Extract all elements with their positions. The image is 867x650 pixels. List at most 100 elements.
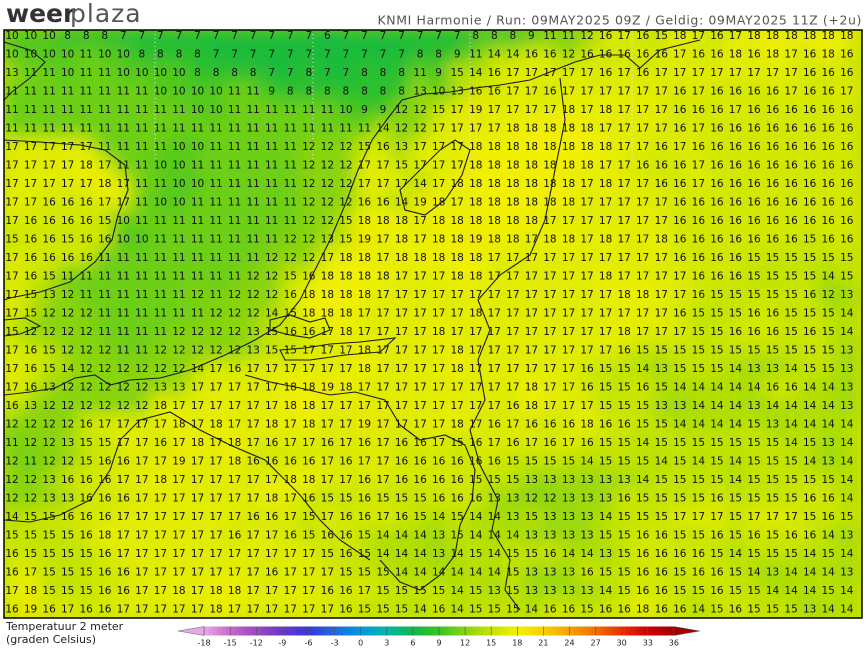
temperature-cell xyxy=(632,247,653,269)
temperature-value: 15 xyxy=(80,437,93,449)
temperature-cell xyxy=(650,192,672,213)
temperature-value: 11 xyxy=(154,215,167,227)
temperature-value: 17 xyxy=(599,123,612,135)
temperature-value: 12 xyxy=(302,178,315,190)
temperature-cell xyxy=(669,155,691,176)
temperature-value: 16 xyxy=(5,567,19,579)
temperature-value: 17 xyxy=(562,345,575,357)
temperature-cell xyxy=(317,62,338,84)
temperature-value: 13 xyxy=(543,474,556,486)
temperature-value: 18 xyxy=(525,123,538,135)
temperature-value: 12 xyxy=(61,419,74,431)
temperature-value: 17 xyxy=(525,326,538,338)
temperature-value: 8 xyxy=(324,86,331,98)
temperature-value: 17 xyxy=(617,30,630,42)
temperature-value: 11 xyxy=(117,308,130,320)
temperature-value: 15 xyxy=(710,326,723,338)
temperature-value: 13 xyxy=(562,474,575,486)
colorbar-segment xyxy=(547,626,553,636)
temperature-value: 16 xyxy=(710,160,724,172)
temperature-value: 16 xyxy=(339,530,353,542)
temperature-value: 11 xyxy=(191,271,204,283)
temperature-cell xyxy=(428,210,449,232)
temperature-value: 18 xyxy=(506,197,519,209)
temperature-cell xyxy=(205,30,227,47)
temperature-cell xyxy=(409,62,431,84)
temperature-cell xyxy=(743,173,765,195)
temperature-cell xyxy=(409,30,431,47)
temperature-value: 17 xyxy=(172,437,185,449)
temperature-value: 17 xyxy=(42,141,55,153)
temperature-cell xyxy=(725,81,746,102)
colorbar-segment xyxy=(391,626,396,636)
colorbar-segment xyxy=(325,626,331,636)
temperature-value: 13 xyxy=(432,548,445,560)
temperature-cell xyxy=(224,173,245,195)
temperature-value: 15 xyxy=(376,493,389,505)
temperature-cell xyxy=(4,247,23,269)
temperature-cell xyxy=(372,118,394,139)
temperature-value: 17 xyxy=(562,437,575,449)
temperature-cell xyxy=(799,44,820,65)
temperature-value: 15 xyxy=(413,585,426,597)
temperature-value: 16 xyxy=(61,252,75,264)
temperature-cell xyxy=(94,247,116,269)
temperature-cell xyxy=(187,30,208,47)
temperature-value: 16 xyxy=(710,530,724,542)
temperature-cell xyxy=(20,247,41,269)
temperature-value: 17 xyxy=(228,382,241,394)
temperature-value: 17 xyxy=(543,252,556,264)
temperature-value: 18 xyxy=(506,141,519,153)
temperature-value: 16 xyxy=(339,511,353,523)
temperature-value: 12 xyxy=(321,197,334,209)
temperature-value: 11 xyxy=(246,141,259,153)
temperature-value: 16 xyxy=(339,604,353,616)
temperature-value: 14 xyxy=(580,456,594,468)
temperature-cell xyxy=(75,266,97,287)
temperature-value: 7 xyxy=(176,30,183,42)
temperature-cell xyxy=(558,44,579,65)
temperature-value: 16 xyxy=(766,308,780,320)
temperature-value: 17 xyxy=(488,382,501,394)
temperature-cell xyxy=(57,266,78,287)
temperature-value: 17 xyxy=(655,123,668,135)
temperature-value: 17 xyxy=(321,252,334,264)
temperature-value: 14 xyxy=(803,456,817,468)
temperature-value: 16 xyxy=(784,178,798,190)
temperature-value: 12 xyxy=(117,363,130,375)
temperature-value: 14 xyxy=(840,585,854,597)
colorbar-segment xyxy=(504,626,510,636)
temperature-value: 17 xyxy=(636,271,649,283)
temperature-value: 16 xyxy=(98,548,112,560)
temperature-cell xyxy=(613,30,635,47)
temperature-cell xyxy=(242,173,264,195)
temperature-value: 18 xyxy=(488,197,501,209)
colorbar-tick-label: 9 xyxy=(436,639,441,648)
temperature-value: 11 xyxy=(98,252,111,264)
temperature-value: 16 xyxy=(80,234,94,246)
temperature-value: 17 xyxy=(451,400,464,412)
temperature-value: 13 xyxy=(840,530,853,542)
temperature-value: 16 xyxy=(358,437,372,449)
temperature-value: 15 xyxy=(784,345,797,357)
temperature-value: 17 xyxy=(135,511,148,523)
temperature-value: 18 xyxy=(451,234,464,246)
colorbar-tick-label: 24 xyxy=(564,639,574,648)
temperature-value: 18 xyxy=(766,30,779,42)
temperature-cell xyxy=(780,192,802,213)
temperature-value: 16 xyxy=(617,49,631,61)
temperature-cell xyxy=(688,118,709,139)
temperature-cell xyxy=(205,136,227,158)
temperature-value: 18 xyxy=(451,252,464,264)
temperature-cell xyxy=(595,247,616,269)
temperature-cell xyxy=(113,30,134,47)
temperature-cell xyxy=(57,136,78,158)
temperature-value: 14 xyxy=(840,308,854,320)
colorbar-segment xyxy=(608,626,614,636)
temperature-value: 17 xyxy=(395,326,408,338)
temperature-value: 11 xyxy=(80,49,93,61)
temperature-value: 17 xyxy=(246,363,259,375)
temperature-cell xyxy=(502,62,524,84)
temperature-value: 17 xyxy=(209,437,222,449)
temperature-cell xyxy=(799,192,820,213)
